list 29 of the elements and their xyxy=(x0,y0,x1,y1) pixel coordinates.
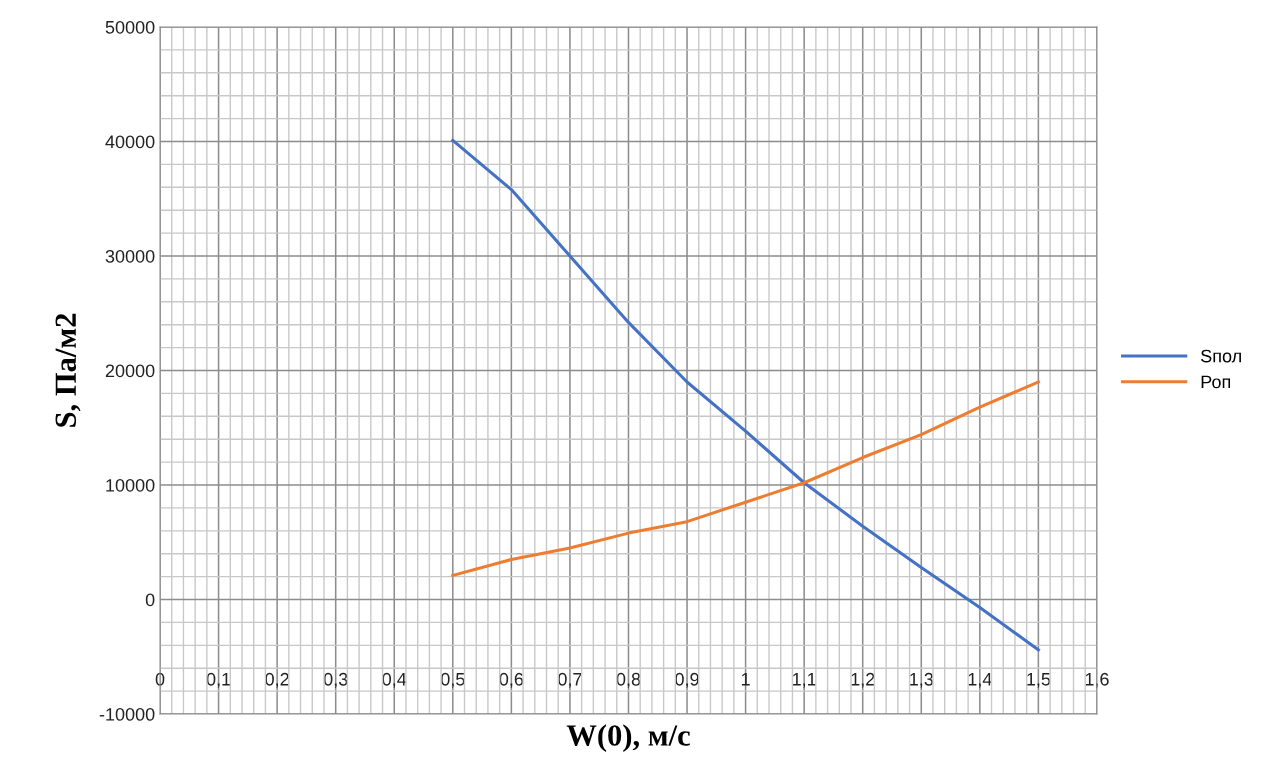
x-tick-label: 0,5 xyxy=(440,672,465,688)
legend-label: Sпол xyxy=(1201,349,1241,363)
x-tick-label: 1,1 xyxy=(792,673,816,688)
x-tick-label: 1,6 xyxy=(1085,672,1109,688)
x-tick-label: 0,4 xyxy=(382,672,407,688)
x-tick-label: 0,8 xyxy=(616,672,641,688)
y-tick-label: 30000 xyxy=(105,249,155,263)
y-tick-label: 50000 xyxy=(105,20,155,34)
x-axis-title: W(0), м/с xyxy=(566,724,690,753)
x-tick-label: 1,4 xyxy=(968,673,992,688)
y-tick-label: 40000 xyxy=(105,135,155,149)
line-series xyxy=(451,380,1040,578)
y-tick-label: 0 xyxy=(145,593,155,607)
x-tick-label: 0 xyxy=(155,672,165,686)
x-tick-label: 0,3 xyxy=(323,672,348,688)
x-tick-label: 1,3 xyxy=(910,672,934,688)
x-tick-label: 1 xyxy=(741,673,750,686)
y-tick-label: 20000 xyxy=(105,364,155,378)
legend-label: Роп xyxy=(1201,375,1231,389)
y-axis-title: S, Па/м2 xyxy=(55,313,81,427)
x-tick-label: 0,1 xyxy=(206,672,231,688)
y-tick-label: 10000 xyxy=(106,478,155,492)
line-series xyxy=(451,138,1040,652)
y-tick-label: -10000 xyxy=(99,707,155,721)
x-tick-label: 1,2 xyxy=(851,672,875,688)
x-tick-label: 0,6 xyxy=(499,672,524,688)
x-tick-label: 0,7 xyxy=(558,672,582,688)
x-tick-label: 0,2 xyxy=(265,672,289,688)
x-tick-label: 1,5 xyxy=(1027,673,1051,688)
